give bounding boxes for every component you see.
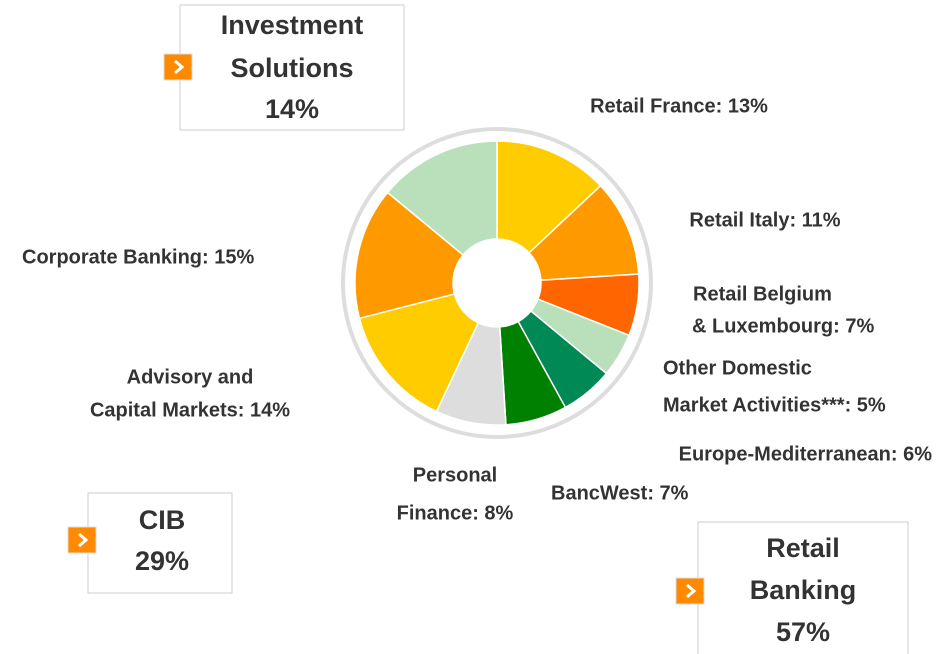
slice-label: Retail France: 13% (590, 95, 768, 117)
group-label: Retail (766, 533, 840, 563)
slice-label: Retail Italy: 11% (689, 209, 840, 231)
group-label: 57% (776, 617, 830, 647)
outer-ring (341, 127, 653, 439)
group-label: Solutions (231, 53, 354, 83)
slice-label: Retail Belgium (693, 283, 832, 305)
group-label: 29% (135, 546, 189, 576)
slice-label: & Luxembourg: 7% (692, 315, 874, 337)
slice (354, 191, 465, 320)
slice-label: Other Domestic (663, 357, 812, 379)
slice-label: Europe-Mediterranean: 6% (679, 443, 933, 465)
group-box (179, 4, 405, 131)
slice-label: Personal (413, 464, 497, 486)
group-label: 14% (265, 94, 319, 124)
group-box (87, 492, 233, 594)
slice (386, 140, 498, 257)
slice-label: Corporate Banking: 15% (22, 246, 254, 268)
slice (358, 293, 480, 413)
slice-label: Finance: 8% (397, 502, 514, 524)
arrow-icon (163, 53, 193, 81)
group-label: Banking (750, 575, 857, 605)
slice-label: Advisory and (127, 366, 254, 388)
slice-label: BancWest: 7% (551, 482, 689, 504)
slice-label: Market Activities***: 5% (663, 394, 886, 416)
slice-label: Capital Markets: 14% (90, 399, 290, 421)
slice (496, 140, 602, 254)
group-box (697, 521, 909, 654)
group-label: Investment (221, 10, 364, 40)
arrow-icon (675, 577, 705, 605)
arrow-icon (67, 526, 97, 554)
group-label: CIB (139, 505, 186, 535)
